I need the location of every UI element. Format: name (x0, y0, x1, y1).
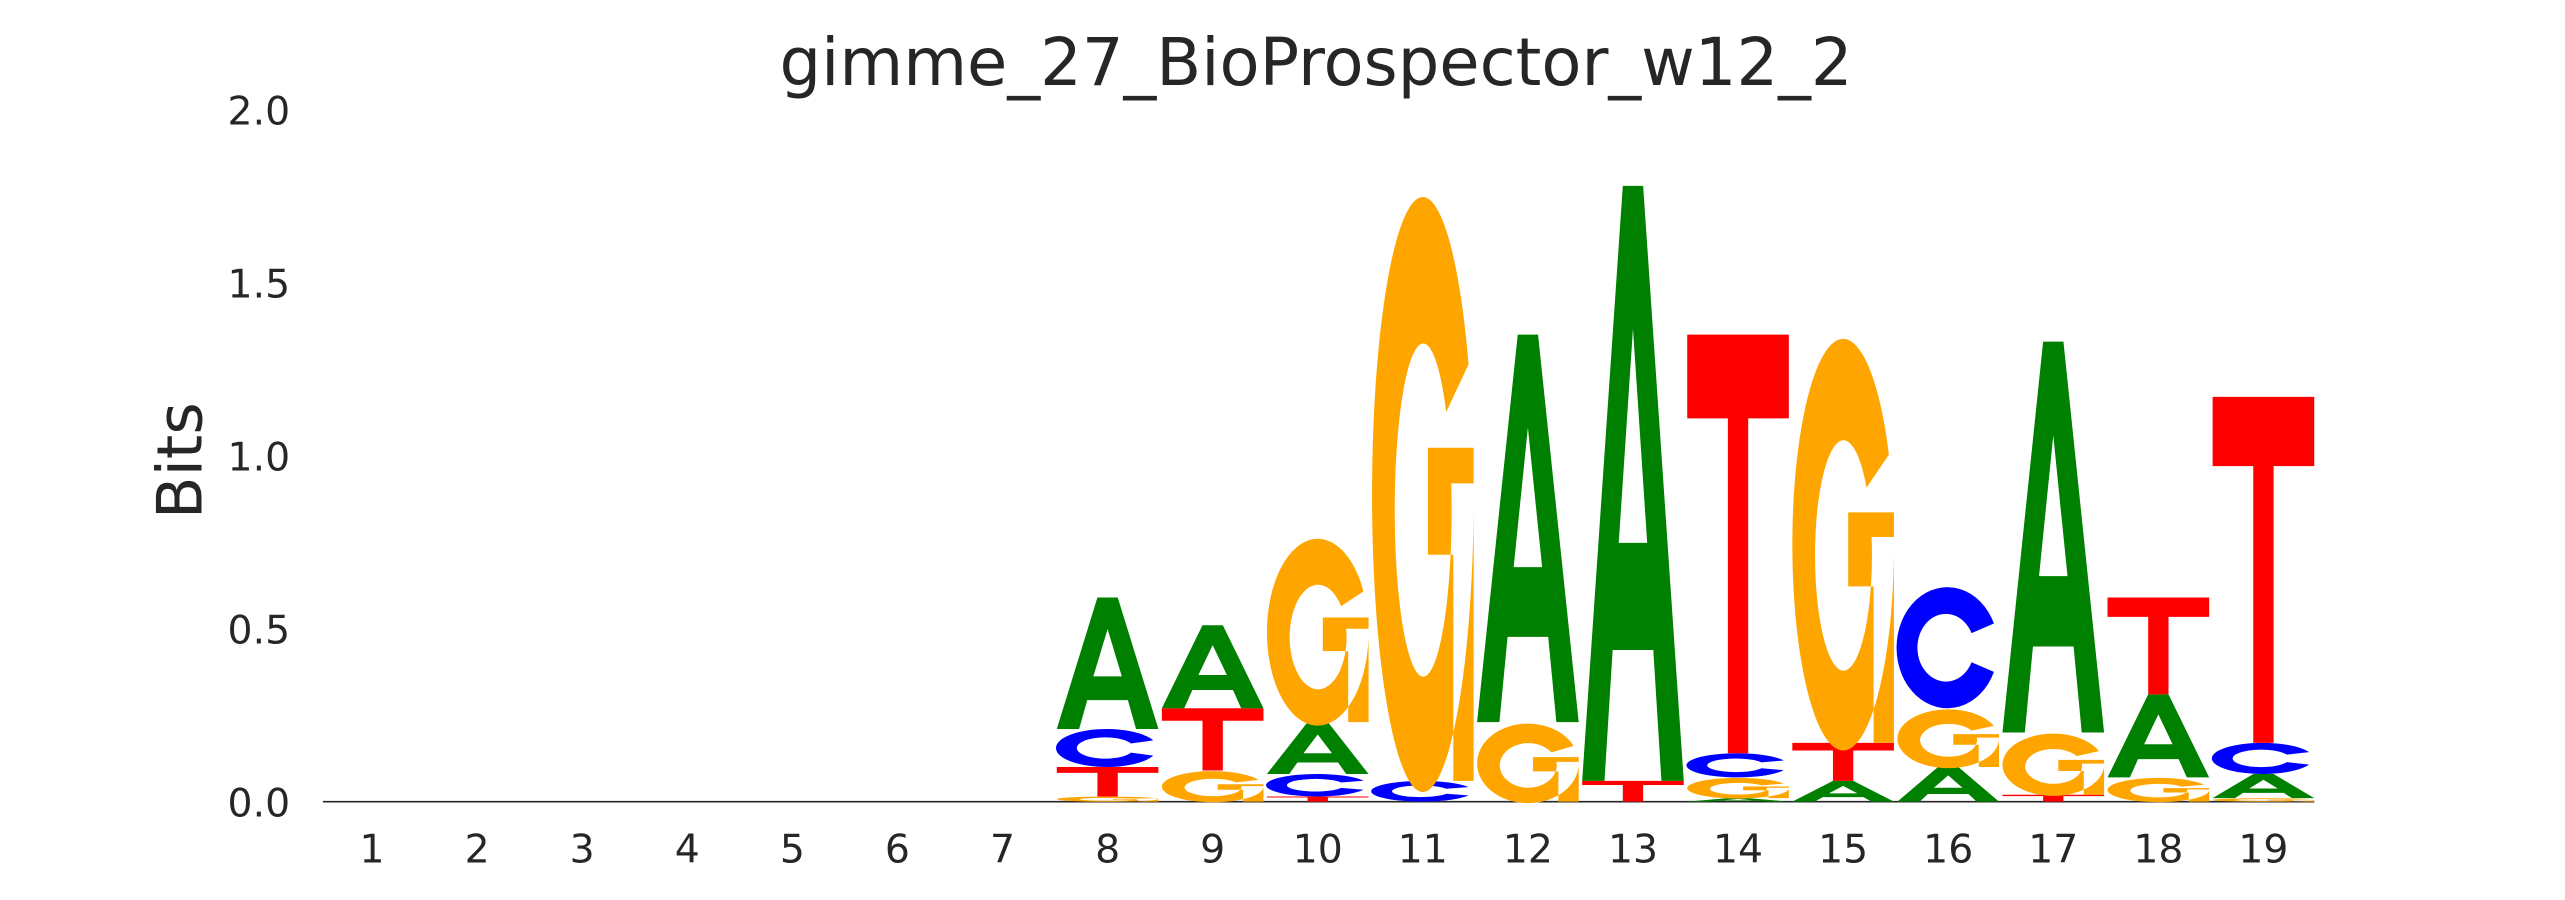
y-axis-ticks: 0.0 0.5 1.0 1.5 2.0 (228, 89, 291, 827)
x-tick-label: 1 (360, 826, 385, 872)
logo-letter-A (1056, 597, 1159, 729)
logo-letter-A (1266, 722, 1369, 774)
logo-letter-G (1056, 796, 1159, 802)
x-tick-label: 5 (780, 826, 805, 872)
y-tick-label: 2.0 (228, 89, 291, 135)
x-tick-label: 8 (1095, 826, 1120, 872)
logo-letter-T (1582, 780, 1684, 802)
x-tick-label: 16 (1923, 826, 1973, 872)
logo-letter-A (1687, 798, 1789, 802)
logo-letter-A (2107, 694, 2210, 778)
logo-letter-G (1372, 197, 1474, 792)
logo-letter-G (1266, 538, 1369, 726)
logo-letter-T (2002, 794, 2105, 802)
x-tick-label: 7 (990, 826, 1015, 872)
x-tick-label: 10 (1293, 826, 1343, 872)
logo-letter-A (1161, 625, 1264, 709)
logo-letter-A (2002, 341, 2105, 733)
logo-letter-G (2212, 798, 2315, 802)
logo-letter-G (2002, 733, 2105, 796)
x-tick-label: 18 (2133, 826, 2183, 872)
x-tick-label: 9 (1200, 826, 1225, 872)
x-tick-label: 19 (2238, 826, 2288, 872)
y-tick-label: 0.5 (228, 607, 291, 653)
logo-letter-G (1477, 723, 1579, 804)
x-tick-label: 2 (465, 826, 490, 872)
logo-letter-A (1897, 767, 2000, 802)
x-tick-label: 4 (675, 826, 700, 872)
logo-letter-G (1687, 777, 1789, 799)
x-tick-label: 15 (1818, 826, 1868, 872)
logo-letter-T (1687, 334, 1789, 754)
x-tick-label: 6 (885, 826, 910, 872)
x-axis-ticks: 1 2 3 4 5 6 7 8 9 10 11 12 13 14 15 16 17 18 19 (360, 826, 2289, 872)
logo-letter-T (1266, 796, 1369, 802)
logo-letter-G (2107, 777, 2210, 803)
y-tick-label: 1.0 (228, 434, 291, 480)
logo-letter-C (1371, 780, 1469, 802)
logo-letter-A (1792, 780, 1894, 802)
x-tick-label: 3 (570, 826, 595, 872)
logo-letter-T (2107, 597, 2210, 695)
logo-letter-T (1056, 767, 1159, 797)
y-tick-label: 0.0 (228, 780, 291, 826)
logo-letters (1055, 185, 2315, 804)
logo-letter-A (1477, 334, 1579, 723)
logo-letter-T (2212, 396, 2315, 743)
logo-letter-C (1055, 729, 1154, 768)
logo-letter-G (1792, 338, 1894, 751)
y-axis-label: Bits (144, 402, 217, 519)
x-tick-label: 14 (1713, 826, 1763, 872)
chart-title: gimme_27_BioProspector_w12_2 (780, 25, 1853, 101)
y-tick-label: 1.5 (228, 262, 291, 308)
logo-letter-C (1896, 587, 1994, 709)
logo-letter-C (2211, 742, 2310, 774)
logo-letter-T (1792, 742, 1894, 781)
x-tick-label: 13 (1608, 826, 1658, 872)
logo-letter-T (1161, 708, 1264, 771)
logo-letter-C (1686, 753, 1784, 778)
logo-letter-G (1161, 771, 1264, 803)
x-tick-label: 11 (1398, 826, 1448, 872)
x-tick-label: 12 (1503, 826, 1553, 872)
logo-letter-G (1897, 709, 2000, 769)
logo-letter-C (1266, 773, 1364, 797)
logo-letter-A (2212, 773, 2315, 799)
logo-letter-A (1582, 185, 1684, 781)
x-tick-label: 17 (2028, 826, 2078, 872)
